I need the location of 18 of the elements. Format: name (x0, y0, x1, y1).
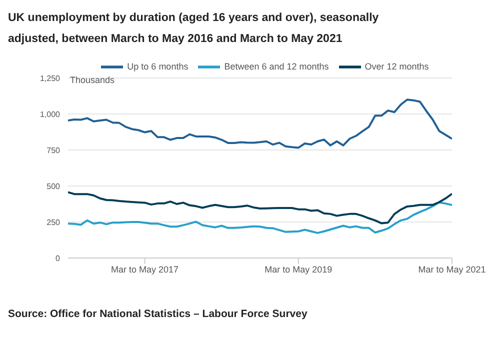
line-series (68, 201, 452, 234)
x-tick-label: Mar to May 2021 (418, 264, 486, 274)
legend-label: Between 6 and 12 months (224, 61, 329, 72)
y-tick-label: 1,250 (40, 74, 61, 83)
chart-title: UK unemployment by duration (aged 16 years and over), seasonally adjusted, between March to May 2016 and March to May 2021 (8, 11, 380, 47)
y-axis-title: Thousands (70, 75, 115, 85)
source-note: Source: Office for National Statistics – Labour Force Survey (8, 308, 308, 320)
legend-label: Over 12 months (364, 61, 429, 72)
x-tick-label: Mar to May 2019 (264, 264, 332, 274)
y-tick-label: 500 (46, 182, 61, 191)
x-tick-label: Mar to May 2017 (111, 264, 179, 274)
legend-label: Up to 6 months (127, 61, 188, 72)
y-tick-label: 750 (46, 146, 61, 155)
y-tick-label: 1,000 (40, 110, 61, 119)
line-series (68, 98, 452, 149)
y-tick-label: 250 (46, 218, 61, 227)
y-tick-label: 0 (56, 254, 61, 263)
line-series (68, 191, 452, 224)
